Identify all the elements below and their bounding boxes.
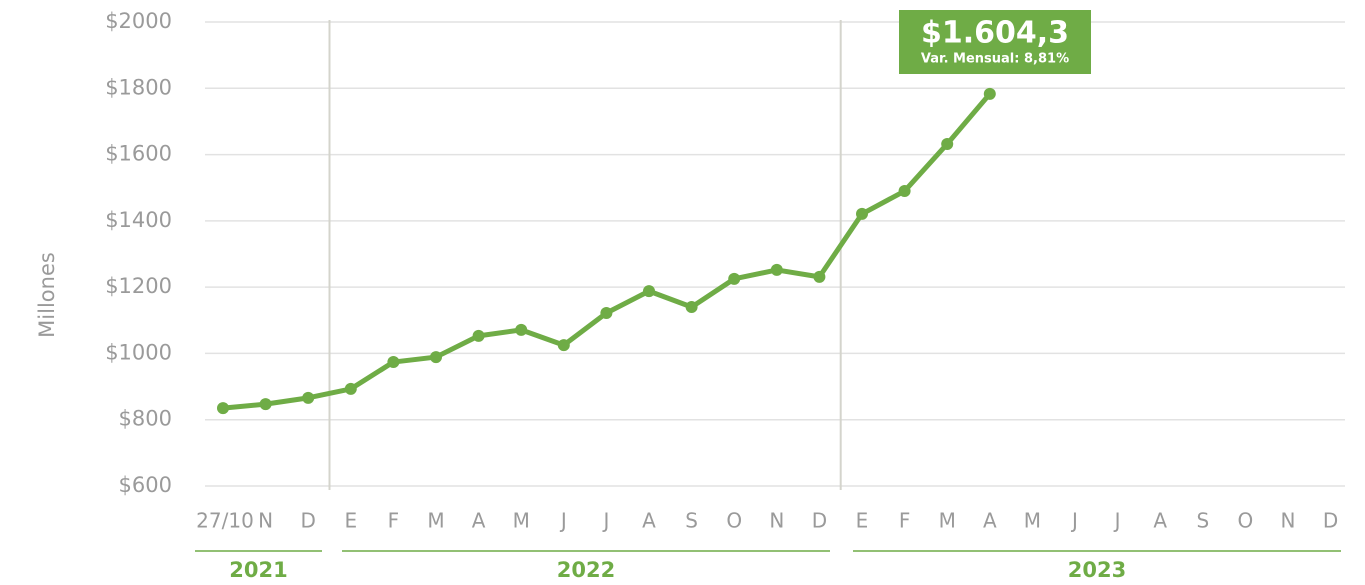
point [941,137,954,150]
x-tick-label: S [685,509,698,533]
x-tick-label: N [769,509,784,533]
x-tick-label: F [899,509,911,533]
point [302,391,315,404]
x-tick-label: J [1070,509,1078,533]
point [344,382,357,395]
point [770,263,783,276]
x-tick-label: A [983,509,997,533]
y-tick-label: $1400 [105,208,172,232]
y-tick-label: $800 [119,407,172,431]
point [472,329,485,342]
x-tick-label: F [388,509,400,533]
x-tick-label: J [601,509,609,533]
x-tick-label: D [1323,509,1338,533]
y-tick-label: $1800 [105,75,172,99]
year-label: 2023 [1068,558,1126,582]
point [600,306,613,319]
x-tick-label: M [1024,509,1041,533]
point [515,323,528,336]
x-tick-label: S [1196,509,1209,533]
x-tick-label: A [1153,509,1167,533]
year-label: 2022 [557,558,615,582]
point [685,301,698,314]
y-tick-label: $600 [119,473,172,497]
x-tick-label: N [258,509,273,533]
point [813,270,826,283]
x-tick-label: M [939,509,956,533]
annotation: $1.604,3 Var. Mensual: 8,81% [899,10,1091,74]
point [643,285,655,298]
point [217,402,229,415]
line [222,92,992,411]
x-tick-label: D [812,509,827,533]
annotation-title: $1.604,3 [921,16,1069,51]
x-tick-label: 27/10 [196,509,254,533]
x-tick-label: M [513,509,530,533]
point [387,356,400,369]
x-tick-label: O [1238,509,1254,533]
x-tick-label: D [300,509,315,533]
x-tick-label: O [726,509,742,533]
x-tick-label: A [642,509,656,533]
y-tick-label: $1000 [105,340,172,364]
y-tick-label: $2000 [105,9,172,33]
point [728,272,741,285]
x-tick-label: A [472,509,486,533]
point [983,87,996,100]
year-label: 2021 [229,558,287,582]
point [856,207,868,220]
point [259,398,272,411]
x-tick-label: J [559,509,567,533]
y-tick-label: $1200 [105,274,172,298]
point [898,185,911,198]
x-tick-label: E [856,509,869,533]
point [557,339,570,352]
x-tick-label: J [1113,509,1121,533]
x-tick-label: N [1281,509,1296,533]
y-axis-label: Millones [35,252,59,338]
y-tick-label: $1600 [105,142,172,166]
x-tick-label: M [427,509,444,533]
x-tick-label: E [344,509,357,533]
point [430,351,442,364]
annotation-box [899,10,1091,74]
annotation-subtitle: Var. Mensual: 8,81% [921,52,1069,67]
